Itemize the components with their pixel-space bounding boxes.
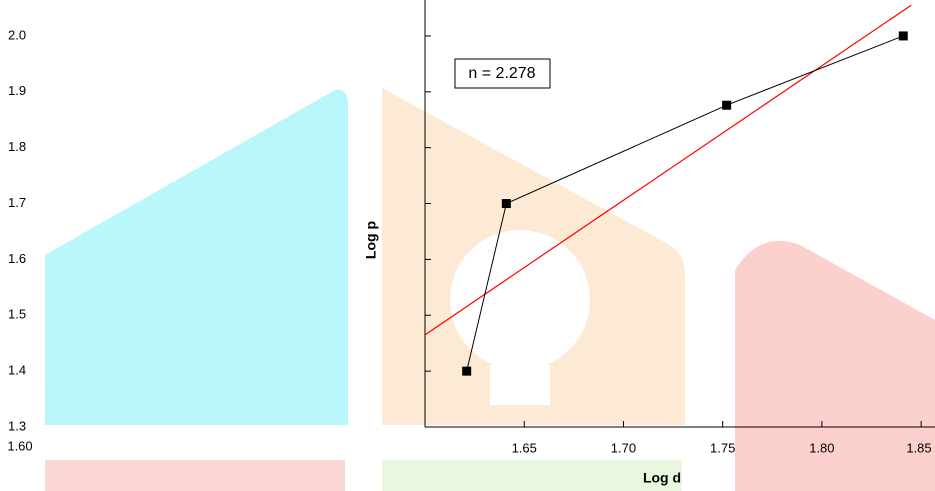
y-tick-label: 1.3 [8,418,26,433]
x-tick-label: 1.70 [611,440,636,455]
x-tick-label: 1.60 [7,438,32,453]
point [501,199,511,209]
point [898,31,908,41]
annotation-box [454,58,551,89]
y-tick-label: 1.7 [8,195,26,210]
annotation: n = 2.278 [468,65,535,82]
y-tick-label: 1.4 [8,363,26,378]
y-tick-label: 1.5 [8,307,26,322]
y-axis-label: Log p [363,221,379,259]
x-tick-label: 1.65 [512,440,537,455]
fit-line [425,4,912,336]
series-line [466,35,904,372]
point [462,366,472,376]
x-tick-label: 1.80 [809,440,834,455]
x-tick-label: 1.85 [906,440,931,455]
y-tick-label: 2.0 [8,27,26,42]
y-tick-label: 1.8 [8,139,26,154]
x-tick-label: 1.75 [710,440,735,455]
watermark [45,88,935,491]
point [722,100,732,110]
y-tick-label: 1.6 [8,251,26,266]
x-axis-label: Log d [643,470,681,486]
y-tick-label: 1.9 [8,83,26,98]
